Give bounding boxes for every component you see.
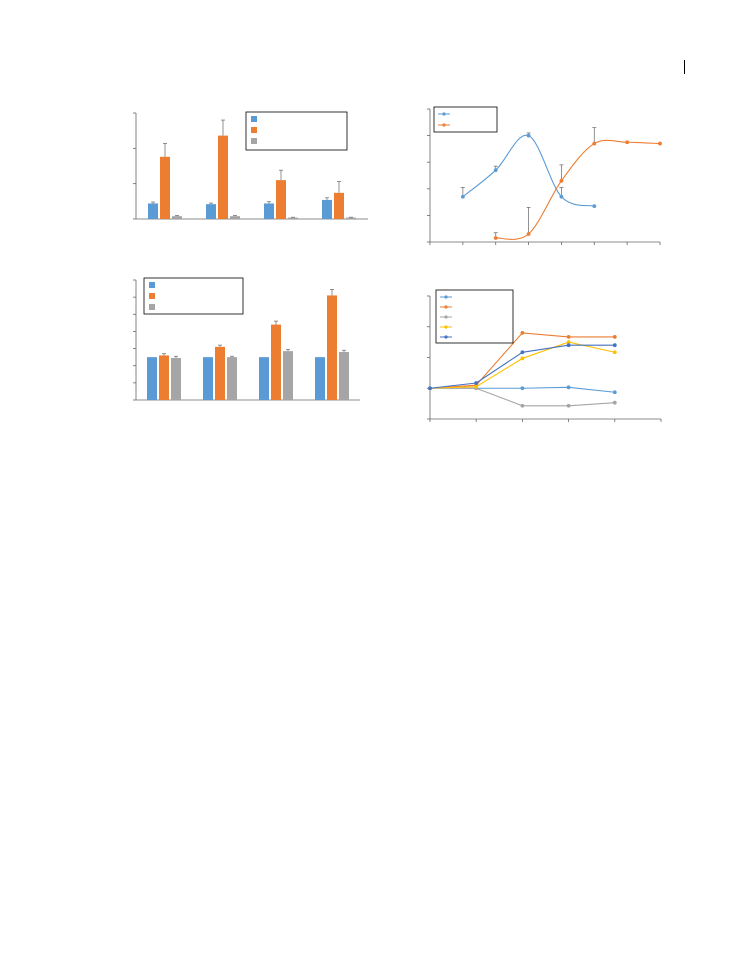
data-point — [612, 350, 617, 355]
bar — [160, 156, 170, 219]
data-point — [474, 381, 479, 385]
bar — [322, 199, 332, 219]
data-point — [658, 141, 662, 146]
data-point — [520, 350, 525, 355]
data-point — [520, 403, 525, 408]
data-point — [566, 385, 571, 390]
bar — [147, 357, 157, 400]
bar — [218, 135, 228, 219]
legend-swatch — [149, 304, 155, 310]
data-point — [625, 140, 630, 145]
data-point — [520, 331, 525, 335]
data-point — [559, 178, 564, 183]
data-point — [566, 334, 571, 339]
legend-swatch — [251, 116, 257, 122]
legend-marker — [444, 325, 448, 329]
data-point — [612, 334, 617, 339]
bar — [346, 217, 356, 219]
bar — [327, 295, 337, 400]
bar — [159, 355, 169, 400]
page-margin-mark — [684, 60, 685, 74]
legend-marker — [444, 315, 448, 319]
chart-line-top-right — [427, 106, 662, 245]
data-point — [520, 386, 525, 391]
data-point — [559, 194, 564, 199]
bar — [264, 203, 274, 219]
data-point — [612, 343, 617, 348]
bar — [215, 346, 225, 400]
bar — [283, 351, 293, 400]
legend-box — [433, 106, 498, 133]
chart-bar-top-left — [133, 111, 368, 220]
bar — [227, 357, 237, 400]
legend-box — [143, 277, 244, 315]
bar — [276, 180, 286, 219]
data-point — [474, 384, 479, 389]
data-point — [460, 194, 465, 199]
data-point — [526, 232, 531, 236]
bar — [259, 357, 269, 400]
bar — [334, 192, 344, 219]
legend-swatch — [149, 282, 155, 288]
series-line — [429, 341, 615, 389]
legend-swatch — [251, 127, 257, 133]
bar — [315, 357, 325, 400]
legend-marker — [442, 112, 446, 116]
bar — [271, 324, 281, 400]
data-point — [566, 403, 571, 408]
data-point — [493, 236, 498, 240]
legend-marker — [444, 295, 448, 299]
data-point — [566, 343, 571, 348]
bar — [230, 216, 240, 219]
data-point — [612, 400, 617, 405]
bar — [203, 357, 213, 400]
data-point — [612, 390, 617, 395]
bar — [206, 204, 216, 219]
legend-marker — [442, 123, 446, 127]
series-line — [462, 134, 595, 207]
data-point — [526, 133, 531, 138]
chart-bar-bottom-left — [133, 277, 360, 401]
data-point — [592, 204, 597, 208]
series-line — [430, 387, 615, 407]
bar — [148, 203, 158, 219]
chart-line-bottom-right — [427, 289, 662, 422]
bar — [171, 358, 181, 400]
data-point — [566, 340, 571, 345]
data-point — [592, 141, 597, 146]
bar — [288, 217, 298, 219]
bar — [172, 216, 182, 219]
bar — [339, 352, 349, 400]
legend-box — [245, 111, 348, 151]
data-point — [493, 168, 498, 173]
data-point — [520, 356, 525, 361]
series-line — [495, 139, 661, 240]
legend-marker — [444, 335, 448, 339]
legend-marker — [444, 305, 448, 309]
legend-swatch — [149, 293, 155, 299]
legend-swatch — [251, 138, 257, 144]
data-point — [428, 386, 432, 391]
